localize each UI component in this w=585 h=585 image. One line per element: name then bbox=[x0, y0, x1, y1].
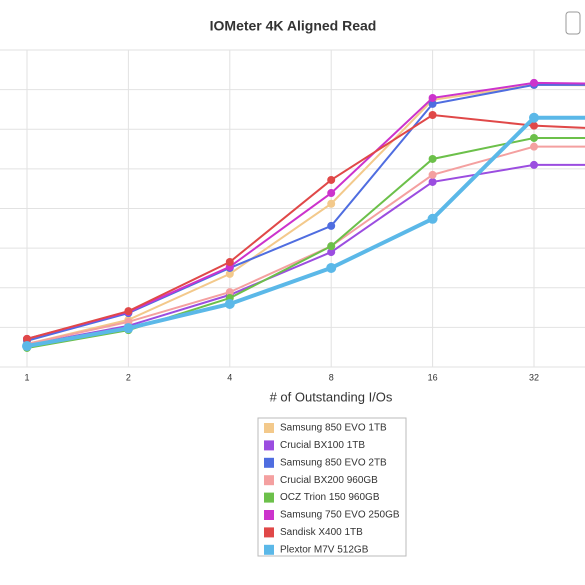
legend-swatch bbox=[264, 440, 274, 451]
data-point bbox=[530, 142, 538, 151]
legend-label: Samsung 750 EVO 250GB bbox=[280, 510, 400, 521]
data-point bbox=[225, 288, 234, 297]
data-point bbox=[22, 340, 32, 351]
data-point bbox=[225, 269, 234, 278]
legend-swatch bbox=[264, 423, 274, 433]
data-point bbox=[428, 154, 437, 163]
x-tick-label: 2 bbox=[126, 372, 131, 382]
legend-swatch bbox=[264, 527, 274, 538]
data-point bbox=[428, 177, 437, 186]
legend-box bbox=[257, 417, 407, 557]
data-point bbox=[530, 78, 538, 87]
legend-label: Samsung 850 EVO 1TB bbox=[280, 423, 387, 434]
data-point bbox=[428, 99, 437, 108]
data-point bbox=[327, 221, 336, 230]
data-point bbox=[530, 133, 538, 142]
data-point bbox=[530, 121, 538, 130]
data-point bbox=[327, 248, 336, 257]
data-point bbox=[224, 298, 235, 309]
legend-swatch bbox=[264, 475, 274, 486]
data-point bbox=[327, 189, 336, 198]
data-point bbox=[427, 213, 438, 224]
legend-swatch bbox=[264, 544, 274, 555]
x-tick-label: 4 bbox=[227, 372, 232, 382]
data-point bbox=[530, 160, 538, 169]
data-point bbox=[428, 110, 437, 119]
legend-swatch bbox=[264, 510, 274, 520]
x-tick-label: 32 bbox=[529, 372, 539, 382]
series-line bbox=[26, 83, 585, 345]
data-point bbox=[428, 93, 437, 102]
legend-swatch bbox=[264, 457, 274, 468]
data-point bbox=[327, 199, 336, 208]
data-point bbox=[428, 170, 437, 179]
legend-label: Samsung 850 EVO 2TB bbox=[280, 457, 387, 468]
data-point bbox=[529, 112, 539, 123]
data-point bbox=[327, 242, 336, 251]
x-tick-label: 16 bbox=[428, 372, 438, 382]
legend-label: Sandisk X400 1TB bbox=[280, 527, 363, 538]
x-axis-label: # of Outstanding I/Os bbox=[270, 389, 393, 404]
data-point bbox=[123, 323, 134, 334]
chart-title: IOMeter 4K Aligned Read bbox=[210, 18, 377, 34]
series-line bbox=[26, 83, 585, 342]
logo-icon bbox=[565, 11, 581, 35]
data-point bbox=[23, 334, 31, 343]
legend-label: Plextor M7V 512GB bbox=[280, 544, 369, 555]
data-point bbox=[326, 262, 337, 273]
data-point bbox=[327, 175, 336, 184]
x-tick-label: 8 bbox=[329, 372, 334, 382]
x-tick-label: 1 bbox=[24, 372, 29, 382]
legend-label: Crucial BX200 960GB bbox=[280, 475, 378, 486]
legend-label: OCZ Trion 150 960GB bbox=[280, 492, 380, 503]
data-point bbox=[124, 307, 133, 316]
series-line bbox=[26, 145, 585, 345]
data-point bbox=[225, 257, 234, 266]
legend-swatch bbox=[264, 492, 274, 503]
legend-label: Crucial BX100 1TB bbox=[280, 440, 365, 451]
series-line bbox=[26, 115, 585, 348]
